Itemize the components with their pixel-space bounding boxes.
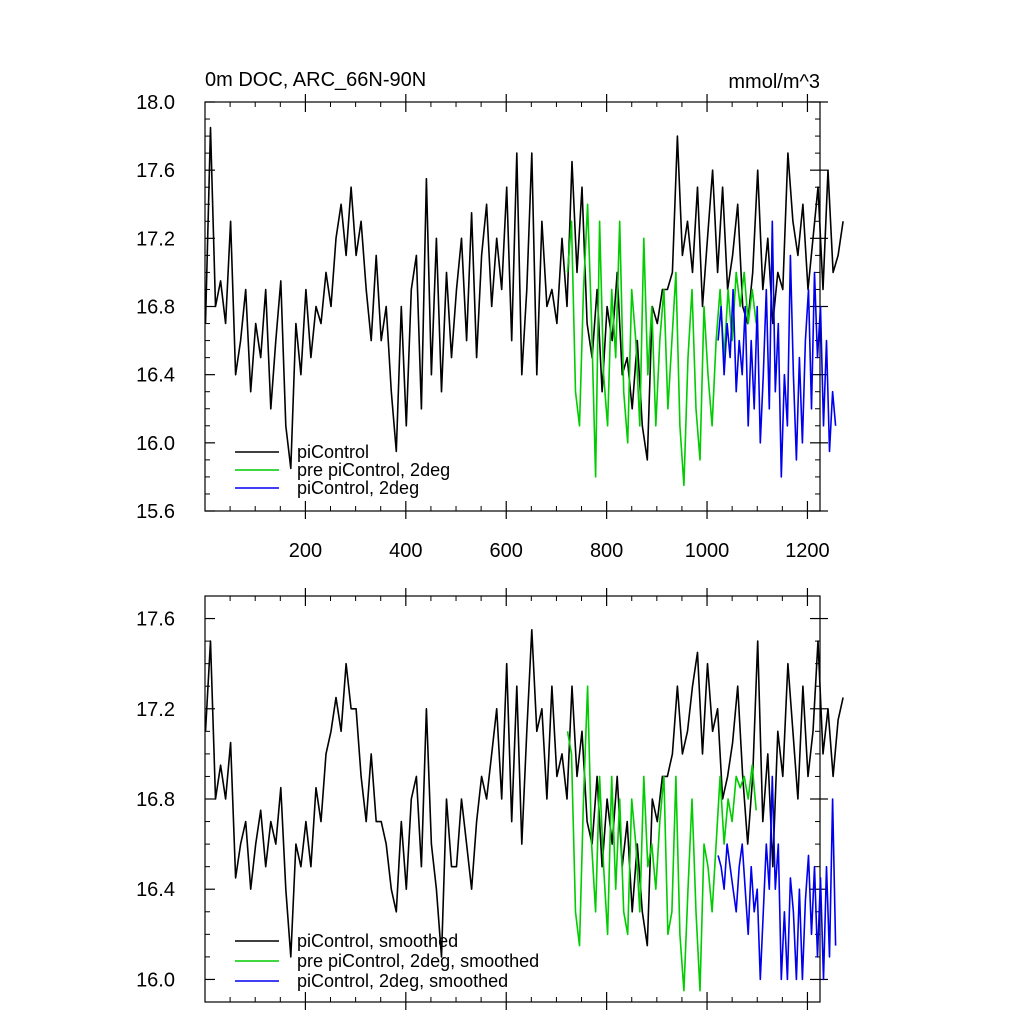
top-series-group	[204, 126, 844, 487]
series-line-1	[566, 203, 757, 487]
y-tick-label: 16.0	[136, 969, 175, 991]
series-line-0	[204, 628, 844, 958]
series-line-2	[717, 775, 837, 981]
legend-label-1: pre piControl, 2deg	[297, 460, 450, 480]
top-axis-ticks: 200 400 600 800 1000 1200 15.6 16.0 16.4 16.8 17.2…	[136, 92, 830, 562]
x-tick-label: 400	[389, 540, 422, 562]
x-tick-label: 800	[590, 540, 623, 562]
y-tick-label: 18.0	[136, 92, 175, 114]
series-line-1	[566, 685, 757, 992]
series-line-2	[717, 220, 837, 478]
x-tick-label: 600	[490, 540, 523, 562]
y-tick-label: 16.4	[136, 365, 175, 387]
y-tick-label: 17.2	[136, 228, 175, 250]
bottom-axis-ticks: 16.0 16.4 16.8 17.2 17.6	[136, 588, 828, 1010]
legend-label-0: piControl, smoothed	[297, 931, 458, 951]
top-panel: 0m DOC, ARC_66N-90N mmol/m^3 200 400 600 80…	[136, 69, 844, 562]
legend-label-2: piControl, 2deg	[297, 478, 419, 498]
series-line-0	[204, 126, 844, 470]
y-tick-label: 17.2	[136, 699, 175, 721]
bottom-series-group	[204, 628, 844, 992]
y-tick-label: 16.4	[136, 879, 175, 901]
y-tick-label: 17.6	[136, 609, 175, 631]
top-panel-units: mmol/m^3	[728, 71, 820, 93]
x-tick-label: 200	[289, 540, 322, 562]
top-panel-title: 0m DOC, ARC_66N-90N	[205, 69, 426, 91]
y-tick-label: 17.6	[136, 160, 175, 182]
x-tick-label: 1000	[685, 540, 730, 562]
y-tick-label: 15.6	[136, 501, 175, 523]
legend-label-1: pre piControl, 2deg, smoothed	[297, 951, 539, 971]
x-tick-label: 1200	[785, 540, 830, 562]
bottom-panel: 16.0 16.4 16.8 17.2 17.6 piControl, smoothed…	[136, 588, 844, 1010]
y-tick-label: 16.8	[136, 789, 175, 811]
y-tick-label: 16.0	[136, 433, 175, 455]
legend-label-0: piControl	[297, 442, 369, 462]
y-tick-label: 16.8	[136, 297, 175, 319]
legend-label-2: piControl, 2deg, smoothed	[297, 971, 508, 991]
